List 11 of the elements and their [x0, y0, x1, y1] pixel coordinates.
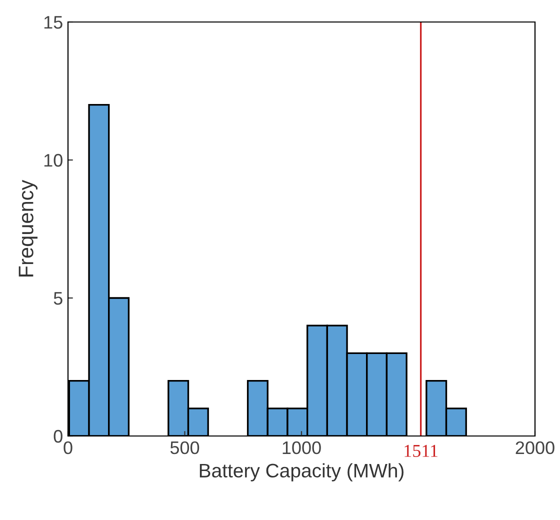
x-tick-label: 2000: [516, 441, 554, 454]
x-tick-label: 0: [64, 441, 72, 454]
x-axis-title: Battery Capacity (MWh): [200, 463, 404, 482]
y-tick-label: 0: [54, 430, 62, 443]
y-axis-title: Frequency: [18, 180, 38, 276]
y-tick-label: 5: [54, 292, 62, 305]
ref-line-label: 1511: [404, 444, 438, 457]
y-tick-label: 10: [44, 154, 62, 167]
x-tick-label: 1000: [282, 441, 321, 454]
y-tick-label: 15: [44, 16, 62, 29]
x-tick-label: 500: [170, 441, 200, 454]
